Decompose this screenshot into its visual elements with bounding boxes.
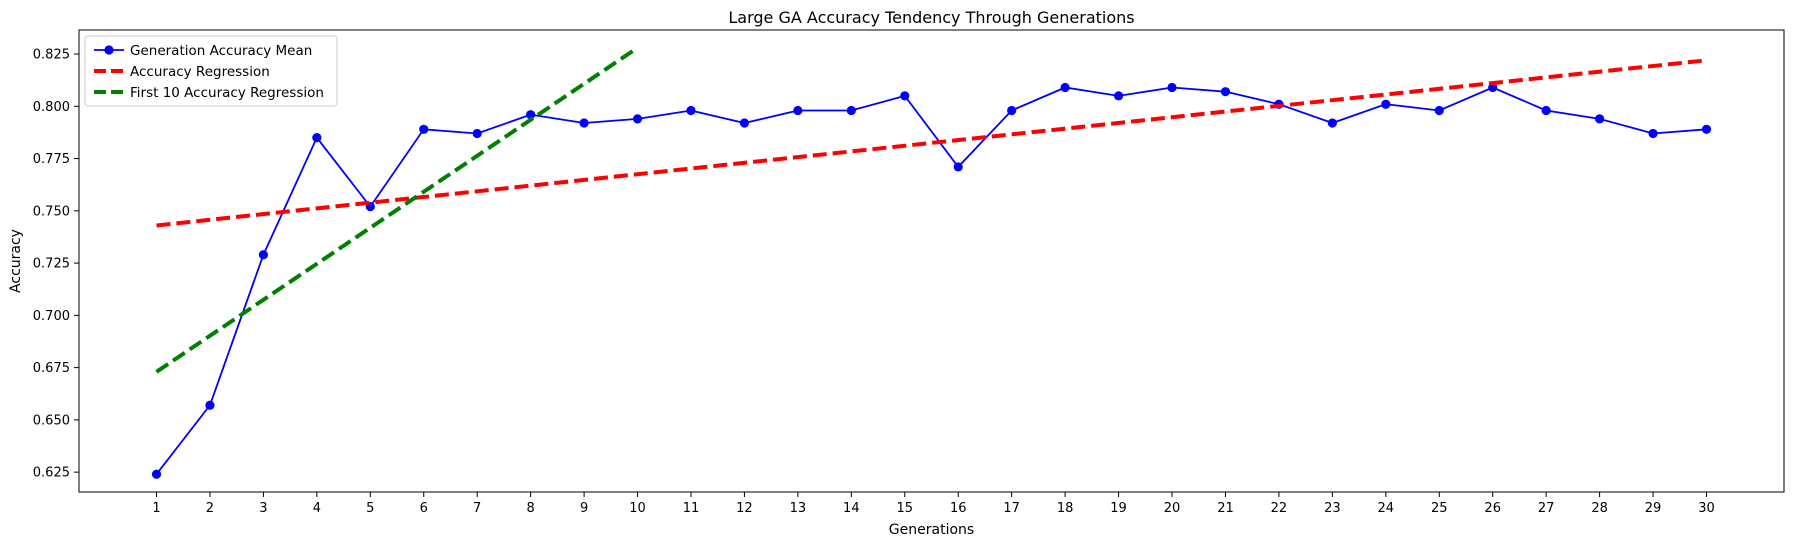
y-tick-label: 0.775	[33, 152, 70, 167]
data-point	[258, 250, 268, 260]
legend-box	[84, 35, 338, 107]
x-tick-label: 16	[950, 501, 967, 516]
y-tick-label: 0.700	[33, 309, 70, 324]
x-axis-ticks: 1 2 3 4 5 6 7 8 9 10 11 12 13 14 15 16 17 18 19 20 21 22 23 24 2…	[152, 492, 1715, 516]
x-tick-label: 28	[1591, 501, 1608, 516]
data-point	[793, 105, 803, 116]
x-tick-label: 6	[420, 501, 428, 516]
data-point	[900, 91, 910, 101]
x-tick-label: 1	[152, 501, 160, 516]
y-axis-label: Accuracy	[8, 229, 24, 293]
data-point	[1060, 82, 1070, 93]
x-axis-label: Generations	[889, 522, 974, 538]
x-tick-label: 17	[1003, 501, 1020, 516]
data-point	[1648, 128, 1658, 139]
data-point	[739, 118, 750, 128]
data-point	[1541, 105, 1551, 116]
x-tick-label: 25	[1431, 501, 1448, 516]
data-point	[1701, 124, 1712, 134]
series-line-1	[156, 58, 1707, 228]
y-tick-label: 0.675	[33, 361, 70, 376]
data-point	[686, 105, 696, 116]
legend-label-1: Accuracy Regression	[130, 64, 270, 80]
data-point	[1007, 105, 1017, 116]
x-tick-label: 20	[1164, 501, 1181, 516]
legend: Generation Accuracy Mean Accuracy Regress…	[84, 35, 338, 107]
x-tick-label: 30	[1698, 501, 1715, 516]
legend-label-2: First 10 Accuracy Regression	[130, 85, 324, 101]
x-tick-label: 24	[1378, 501, 1395, 516]
x-tick-label: 26	[1484, 501, 1501, 516]
x-tick-label: 3	[259, 501, 267, 516]
data-point	[1167, 82, 1177, 93]
x-tick-label: 12	[736, 501, 753, 516]
y-tick-label: 0.800	[33, 100, 70, 115]
data-point	[1434, 105, 1444, 116]
x-tick-label: 9	[580, 501, 588, 516]
chart-title: Large GA Accuracy Tendency Through Gener…	[728, 8, 1134, 27]
data-point	[526, 110, 536, 120]
x-tick-label: 15	[897, 501, 914, 516]
y-tick-label: 0.750	[33, 204, 70, 219]
y-tick-label: 0.725	[33, 257, 70, 272]
x-tick-label: 23	[1324, 501, 1341, 516]
legend-label-0: Generation Accuracy Mean	[130, 43, 312, 59]
x-tick-label: 11	[683, 501, 700, 516]
data-point	[579, 118, 589, 128]
data-point	[1595, 114, 1605, 124]
x-tick-label: 21	[1217, 501, 1234, 516]
data-point	[1113, 91, 1124, 101]
data-point	[151, 469, 162, 479]
data-point	[632, 114, 643, 124]
series-layer	[151, 46, 1712, 479]
x-tick-label: 27	[1538, 501, 1555, 516]
legend-marker	[104, 45, 114, 55]
data-point	[1220, 87, 1231, 97]
plot-frame	[78, 29, 1785, 493]
data-point	[205, 400, 215, 410]
y-tick-label: 0.825	[33, 48, 70, 63]
x-tick-label: 7	[473, 501, 481, 516]
y-tick-label: 0.625	[33, 466, 70, 481]
series-line-0	[155, 86, 1707, 475]
x-tick-label: 14	[843, 501, 860, 516]
series-line-2	[155, 46, 639, 374]
data-point	[953, 162, 963, 172]
data-point	[312, 133, 322, 143]
data-point	[1381, 99, 1391, 109]
y-axis-ticks: 0.625 0.650 0.675 0.700 0.725 0.750 0.775 0.800…	[33, 48, 79, 481]
x-tick-label: 13	[790, 501, 807, 516]
data-point	[846, 105, 856, 116]
x-tick-label: 22	[1271, 501, 1288, 516]
x-tick-label: 29	[1645, 501, 1662, 516]
data-point	[419, 124, 429, 134]
data-point	[1327, 118, 1337, 128]
x-tick-label: 18	[1057, 501, 1074, 516]
x-tick-label: 19	[1110, 501, 1127, 516]
y-tick-label: 0.650	[33, 413, 70, 428]
x-tick-label: 5	[366, 501, 374, 516]
x-tick-label: 4	[313, 501, 321, 516]
x-tick-label: 2	[206, 501, 214, 516]
data-point	[472, 128, 482, 139]
x-tick-label: 10	[629, 501, 646, 516]
x-tick-label: 8	[526, 501, 534, 516]
